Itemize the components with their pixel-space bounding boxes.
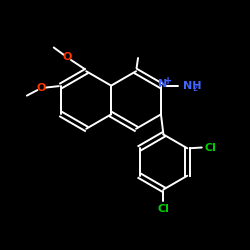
Text: +: + bbox=[164, 76, 172, 86]
Text: 2: 2 bbox=[192, 84, 198, 92]
Text: O: O bbox=[63, 52, 72, 62]
Text: O: O bbox=[37, 83, 46, 93]
Text: NH: NH bbox=[183, 80, 201, 90]
Text: Cl: Cl bbox=[158, 204, 170, 214]
Text: Cl: Cl bbox=[204, 142, 216, 152]
Text: N: N bbox=[158, 80, 167, 90]
